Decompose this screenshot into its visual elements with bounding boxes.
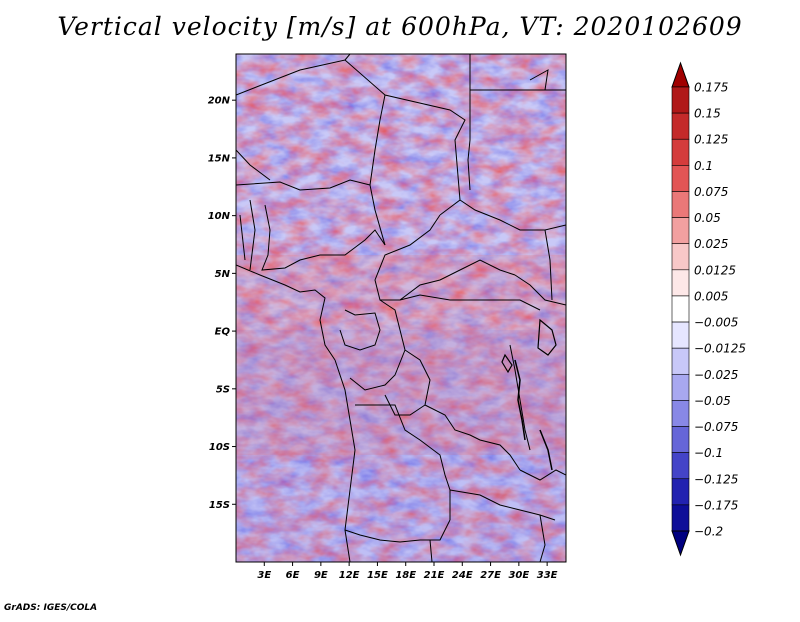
colorbar-swatch xyxy=(671,191,690,218)
colorbar-swatch xyxy=(671,138,690,166)
lat-tick-label: 5N xyxy=(215,269,231,280)
lon-tick-label: 15E xyxy=(367,570,388,581)
colorbar-bottom-triangle xyxy=(671,530,690,557)
colorbar-label: −0.1 xyxy=(694,446,723,460)
colorbar-label: −0.05 xyxy=(694,394,731,408)
colorbar-label: 0.025 xyxy=(694,237,728,251)
country-borders xyxy=(236,54,566,562)
lat-tick-label: 5S xyxy=(216,384,230,395)
lon-tick-label: 9E xyxy=(314,570,328,581)
lon-tick-label: 3E xyxy=(257,570,271,581)
lon-tick-label: 6E xyxy=(286,570,300,581)
colorbar-label: −0.025 xyxy=(694,368,738,382)
lat-tick-label: 10S xyxy=(209,442,230,453)
lon-tick-label: 30E xyxy=(508,570,529,581)
lat-tick-label: EQ xyxy=(215,327,231,338)
colorbar-label: −0.0125 xyxy=(694,342,746,356)
colorbar-label: −0.2 xyxy=(694,525,723,539)
grads-credit: GrADS: IGES/COLA xyxy=(4,603,98,613)
colorbar-swatch xyxy=(671,243,690,271)
lat-tick-label: 10N xyxy=(208,211,231,222)
colorbar-label: 0.15 xyxy=(694,107,721,121)
latitude-axis: 20N 15N 10N 5N EQ 5S 10S 15S xyxy=(208,96,236,511)
colorbar-swatch xyxy=(671,452,690,480)
chart-title: Vertical velocity [m/s] at 600hPa, VT: 2… xyxy=(57,12,743,41)
longitude-axis: 3E 6E 9E 12E 15E 18E 21E 24E 27E 30E 33E xyxy=(257,562,558,581)
colorbar-swatch xyxy=(671,295,690,323)
colorbar-swatch xyxy=(671,347,690,375)
colorbar-top-triangle xyxy=(671,61,690,88)
colorbar-label: 0.005 xyxy=(694,289,728,303)
lon-tick-label: 33E xyxy=(537,570,558,581)
map-frame xyxy=(235,53,567,563)
colorbar-label: 0.05 xyxy=(694,211,721,225)
colorbar-label: 0.0125 xyxy=(694,263,736,277)
colorbar-label: −0.075 xyxy=(694,420,738,434)
lon-tick-label: 27E xyxy=(480,570,501,581)
colorbar-label: 0.175 xyxy=(694,81,728,95)
velocity-field xyxy=(236,54,566,562)
colorbar-swatch xyxy=(671,86,690,114)
colorbar-swatch xyxy=(671,112,690,140)
colorbar-swatch xyxy=(671,165,690,192)
lon-tick-label: 12E xyxy=(339,570,360,581)
colorbar-label: 0.125 xyxy=(694,133,728,147)
lat-tick-label: 20N xyxy=(208,96,231,107)
lon-tick-label: 21E xyxy=(424,570,445,581)
colorbar-label: 0.075 xyxy=(694,185,728,199)
colorbar-swatch xyxy=(671,478,690,506)
colorbar-label: 0.1 xyxy=(694,159,713,173)
colorbar-swatch xyxy=(671,426,690,453)
lon-tick-label: 24E xyxy=(452,570,473,581)
colorbar-swatch xyxy=(671,373,690,401)
colorbar-swatch xyxy=(671,400,690,427)
lat-tick-label: 15N xyxy=(208,153,231,164)
colorbar-swatch xyxy=(671,321,690,349)
colorbar: 0.175 0.15 0.125 0.1 0.075 0.05 0.025 0.0125 0.0… xyxy=(671,61,746,557)
colorbar-label: −0.175 xyxy=(694,498,738,512)
lon-tick-label: 18E xyxy=(395,570,416,581)
colorbar-swatch xyxy=(671,217,690,245)
colorbar-label: −0.005 xyxy=(694,316,738,330)
lat-tick-label: 15S xyxy=(209,500,230,511)
colorbar-swatch xyxy=(671,504,690,532)
colorbar-swatch xyxy=(671,269,690,297)
colorbar-label: −0.125 xyxy=(694,472,738,486)
